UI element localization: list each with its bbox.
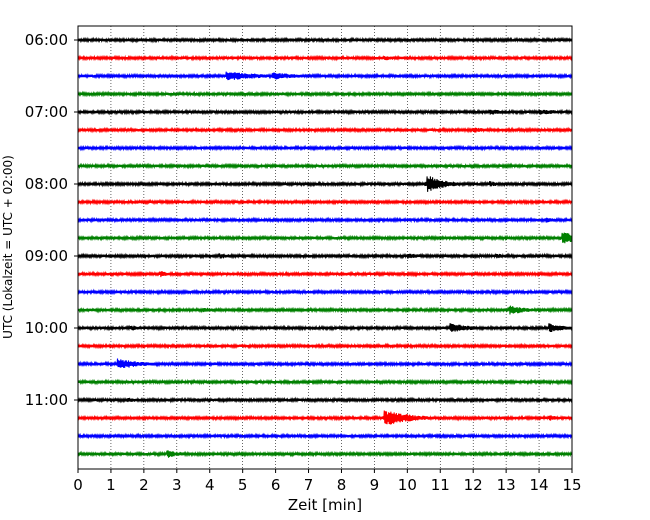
trace-0630 (77, 71, 573, 81)
trace-0730 (77, 144, 573, 152)
trace-0700 (77, 108, 573, 116)
y-axis-ticks: 06:00 07:00 08:00 09:00 10:00 11:00 (25, 31, 78, 409)
x-tick-label: 13 (497, 476, 516, 494)
y-tick-label: 09:00 (25, 247, 68, 265)
y-axis-label: UTC (Lokalzeit = UTC + 02:00) (1, 155, 15, 339)
trace-0930 (77, 288, 573, 296)
trace-1115 (77, 410, 573, 425)
trace-0715 (77, 126, 573, 134)
x-axis-label: Zeit [min] (288, 496, 362, 514)
trace-1130 (77, 432, 573, 440)
y-tick-label: 11:00 (25, 391, 68, 409)
trace-1015 (77, 342, 573, 350)
trace-0600 (77, 36, 573, 44)
x-tick-label: 6 (271, 476, 281, 494)
trace-1030 (77, 358, 573, 368)
trace-0945 (77, 305, 573, 315)
x-tick-label: 4 (205, 476, 215, 494)
x-tick-label: 10 (398, 476, 417, 494)
y-tick-label: 06:00 (25, 31, 68, 49)
x-tick-label: 11 (431, 476, 450, 494)
trace-0830 (77, 216, 573, 224)
seismogram-traces (77, 36, 573, 458)
x-tick-label: 14 (530, 476, 549, 494)
x-tick-label: 3 (172, 476, 182, 494)
x-tick-label: 2 (139, 476, 149, 494)
y-tick-label: 08:00 (25, 175, 68, 193)
trace-1145 (77, 450, 573, 458)
trace-1045 (77, 378, 573, 386)
y-tick-label: 10:00 (25, 319, 68, 337)
trace-0815 (77, 198, 573, 206)
trace-0845 (77, 232, 573, 244)
x-tick-label: 15 (562, 476, 581, 494)
x-tick-label: 1 (106, 476, 116, 494)
trace-0615 (77, 54, 573, 62)
x-tick-label: 9 (370, 476, 380, 494)
x-tick-label: 5 (238, 476, 248, 494)
x-tick-label: 8 (337, 476, 347, 494)
plot-frame (77, 25, 573, 470)
x-tick-label: 7 (304, 476, 314, 494)
trace-1000 (77, 323, 573, 332)
trace-0900 (77, 252, 573, 260)
y-tick-label: 07:00 (25, 103, 68, 121)
x-axis-ticks: 0 1 2 3 4 5 6 7 8 9 10 11 12 13 14 15 (73, 469, 582, 494)
x-tick-label: 12 (464, 476, 483, 494)
trace-0645 (77, 90, 573, 98)
x-tick-label: 0 (73, 476, 83, 494)
trace-0915 (77, 270, 573, 278)
trace-0800 (77, 176, 573, 192)
trace-0745 (77, 162, 573, 170)
vertical-gridlines (110, 26, 540, 469)
trace-1100 (77, 396, 573, 404)
